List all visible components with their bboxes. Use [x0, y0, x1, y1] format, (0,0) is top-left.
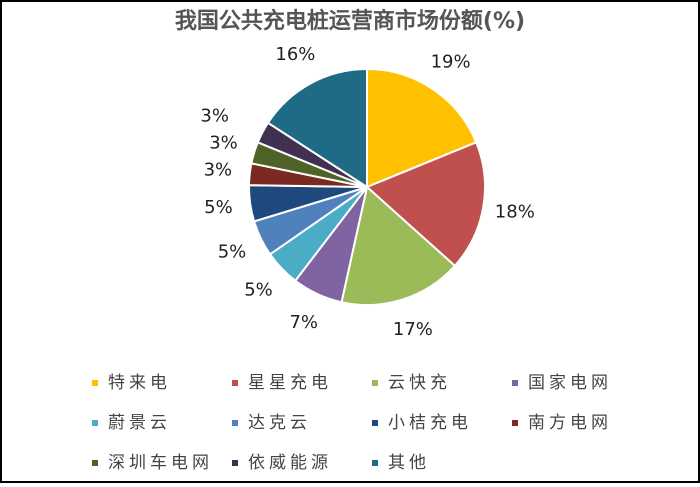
- legend-swatch: [372, 380, 378, 386]
- legend-label: 深圳车电网: [108, 453, 213, 473]
- legend-label: 国家电网: [528, 373, 612, 393]
- data-label: 3%: [200, 105, 229, 126]
- data-label: 19%: [431, 51, 471, 72]
- data-label: 5%: [218, 241, 247, 262]
- legend-label: 蔚景云: [108, 413, 171, 433]
- pie-slice: [366, 67, 478, 189]
- legend-swatch: [372, 420, 378, 426]
- legend-label: 特来电: [108, 373, 171, 393]
- data-label: 3%: [204, 160, 233, 181]
- legend-label: 达克云: [248, 413, 311, 433]
- pie-slice: [340, 185, 457, 306]
- pie-slice: [365, 140, 486, 268]
- data-label: 5%: [244, 280, 273, 301]
- data-label: 5%: [204, 197, 233, 218]
- legend-label: 云快充: [388, 373, 451, 393]
- data-label: 16%: [275, 44, 315, 65]
- legend-swatch: [372, 460, 378, 466]
- legend-swatch: [92, 460, 98, 466]
- data-label: 3%: [209, 132, 238, 153]
- legend-swatch: [92, 380, 98, 386]
- chart-title: 我国公共充电桩运营商市场份额(%): [175, 8, 525, 34]
- legend-swatch: [512, 420, 518, 426]
- legend-label: 小桔充电: [388, 413, 472, 433]
- legend-label: 依威能源: [248, 453, 332, 473]
- data-label: 7%: [289, 312, 318, 333]
- data-label: 17%: [393, 319, 433, 340]
- pie-slice: [266, 67, 368, 189]
- legend-swatch: [232, 380, 238, 386]
- legend-label: 星星充电: [248, 373, 332, 393]
- legend-label: 南方电网: [528, 413, 612, 433]
- legend-swatch: [232, 420, 238, 426]
- legend-swatch: [232, 460, 238, 466]
- data-label: 18%: [495, 202, 535, 223]
- legend-swatch: [92, 420, 98, 426]
- legend-swatch: [512, 380, 518, 386]
- legend-label: 其他: [388, 453, 430, 473]
